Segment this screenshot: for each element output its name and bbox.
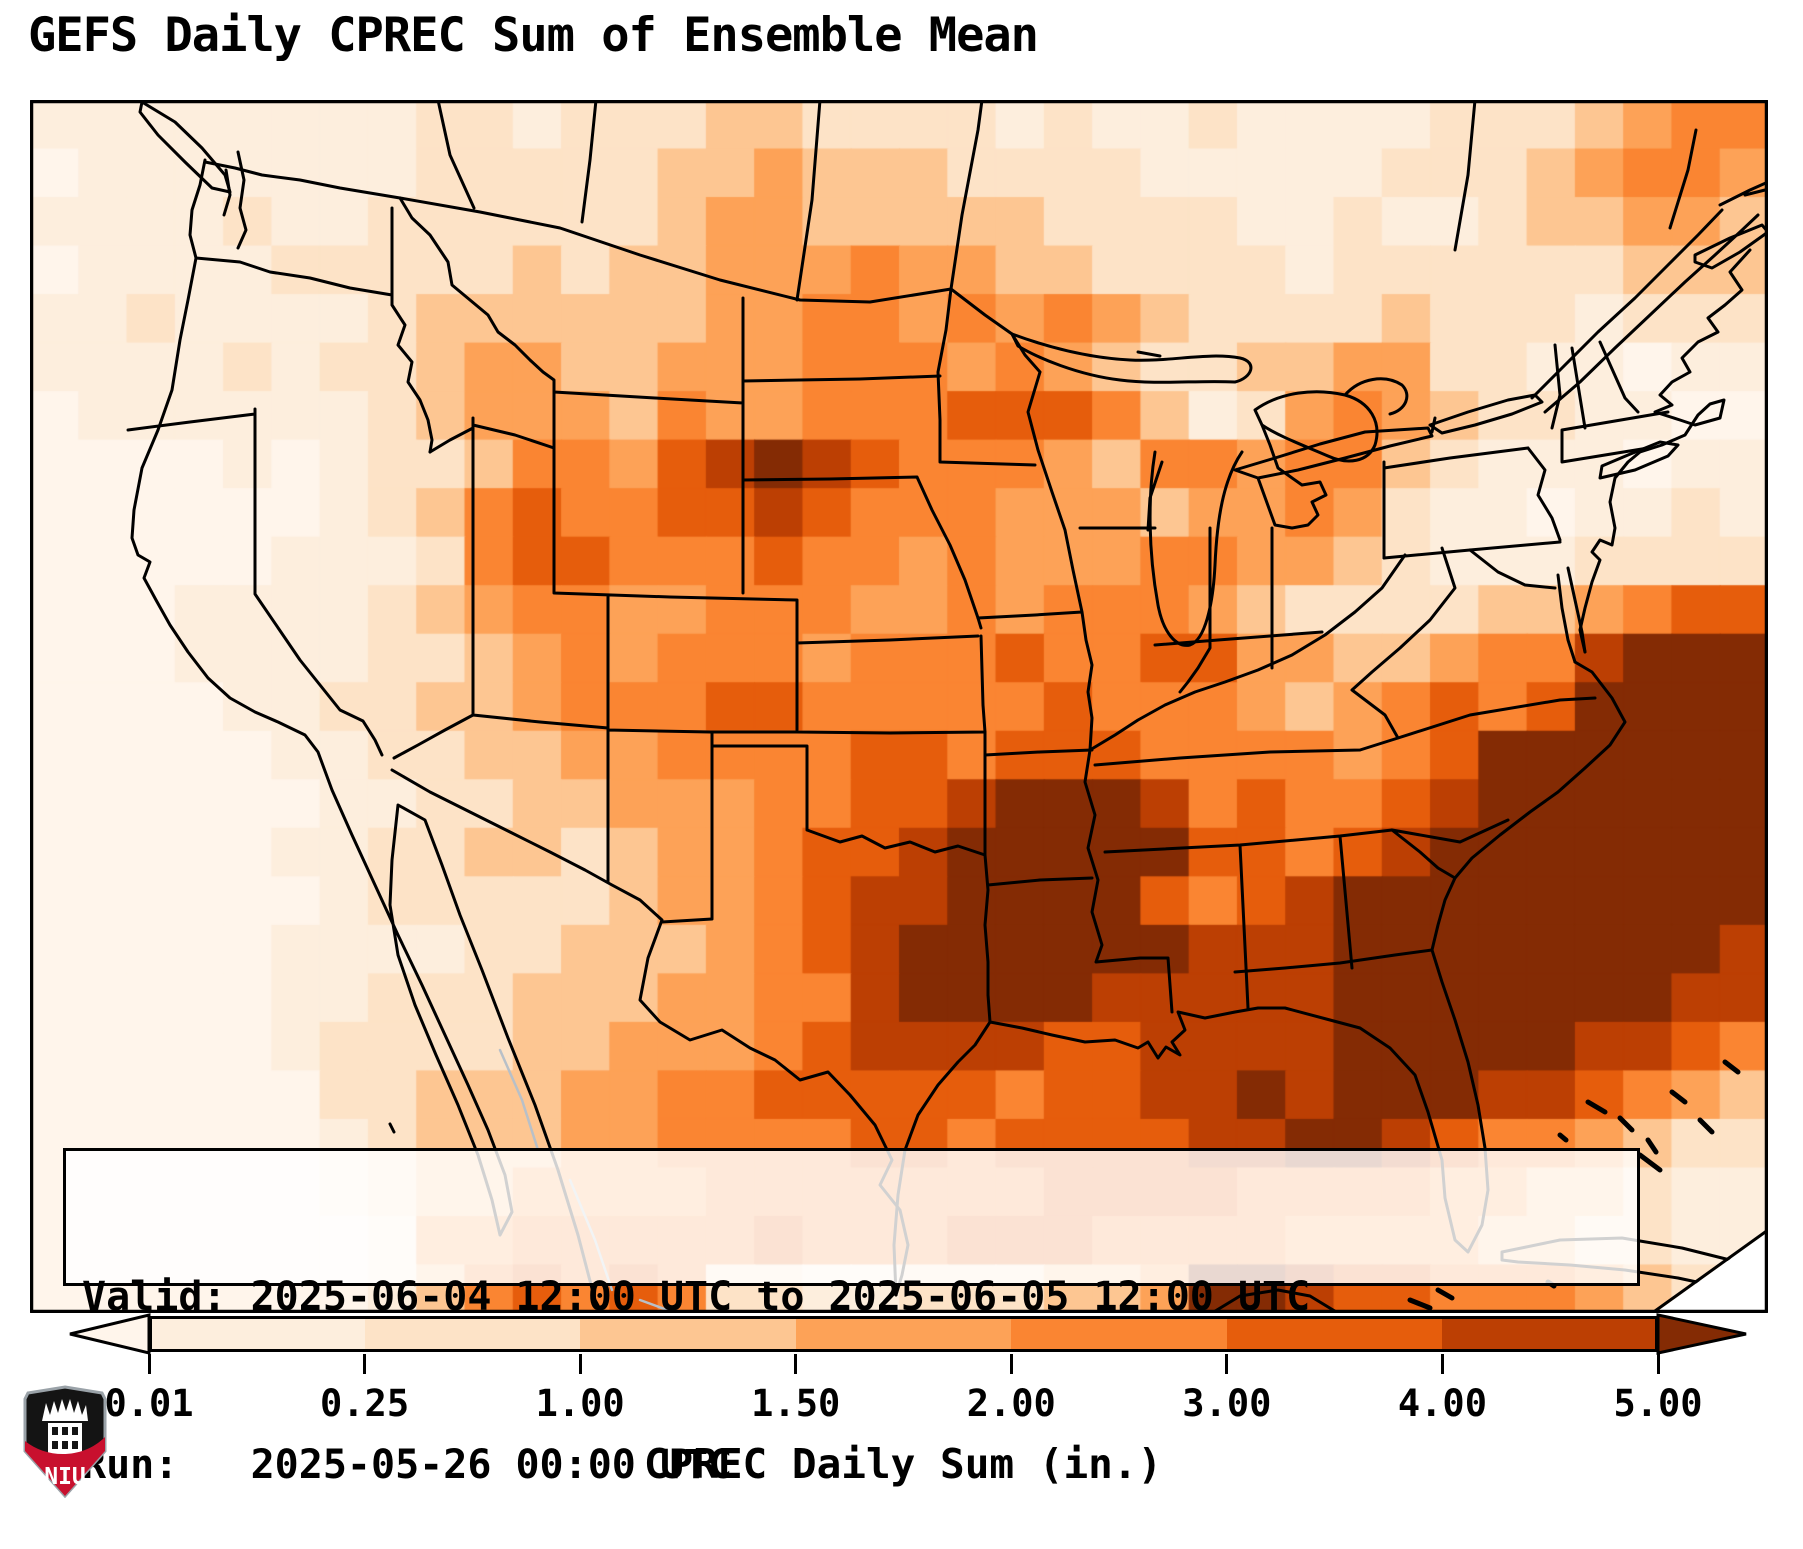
midwest-borders <box>936 287 1407 1014</box>
east-coastline <box>892 180 1768 1297</box>
west-coastline <box>130 100 604 1313</box>
canada-border-lines <box>203 100 1698 336</box>
valid-line: Valid: 2025-06-04 12:00 UTC to 2025-06-0… <box>82 1274 1311 1320</box>
colorbar-segment <box>149 1318 366 1352</box>
niu-windows <box>52 1427 78 1463</box>
colorbar-segment <box>1011 1318 1228 1352</box>
colorbar-tick-label: 0.25 <box>320 1382 410 1425</box>
colorbar-tick-label: 2.00 <box>966 1382 1056 1425</box>
map-figure <box>30 100 1768 1313</box>
colorbar-tick <box>363 1354 367 1374</box>
colorbar-segment <box>1226 1318 1444 1352</box>
projection-edge-line <box>1653 1228 1768 1313</box>
colorbar-tick <box>578 1354 582 1374</box>
colorbar-axis-label: CPREC Daily Sum (in.) <box>643 1440 1163 1488</box>
colorbar-tick <box>1225 1354 1229 1374</box>
page-title: GEFS Daily CPREC Sum of Ensemble Mean <box>28 8 1039 63</box>
colorbar-tick <box>1009 1354 1013 1374</box>
colorbar-segment <box>580 1318 797 1352</box>
niu-castle-icon <box>42 1399 88 1421</box>
projection-edge-cut <box>1655 1232 1768 1313</box>
colorbar-tick-label: 1.00 <box>535 1382 625 1425</box>
colorbar-tick-label: 3.00 <box>1182 1382 1272 1425</box>
east-state-borders <box>1093 340 1670 1010</box>
map-borders-overlay <box>30 100 1768 1313</box>
colorbar-tick <box>1656 1354 1660 1374</box>
colorbar-tick <box>794 1354 798 1374</box>
valid-run-box: Valid: 2025-06-04 12:00 UTC to 2025-06-0… <box>63 1148 1640 1488</box>
great-lakes-outlines <box>1010 332 1544 647</box>
colorbar-tick <box>1440 1354 1444 1374</box>
colorbar-left-arrow-icon <box>69 1313 151 1355</box>
map-frame <box>30 100 1768 1313</box>
colorbar-tick-label: 1.50 <box>751 1382 841 1425</box>
niu-logo: NIU <box>23 1385 107 1498</box>
colorbar-outline <box>149 1316 1658 1352</box>
niu-band <box>25 1437 105 1496</box>
colorbar-tick-label: 0.01 <box>104 1382 194 1425</box>
colorbar-tick <box>147 1354 151 1374</box>
run-line: Run: 2025-05-26 00:00 UTC <box>82 1442 733 1488</box>
colorbar-segment <box>795 1318 1013 1352</box>
niu-text: NIU <box>44 1464 86 1490</box>
colorbar-segment <box>364 1318 582 1352</box>
colorbar-segment <box>1442 1318 1659 1352</box>
colorbar-tick-label: 4.00 <box>1397 1382 1487 1425</box>
colorbar-right-arrow-icon <box>1656 1313 1747 1355</box>
west-state-borders <box>126 196 1094 884</box>
colorbar-tick-label: 5.00 <box>1613 1382 1703 1425</box>
